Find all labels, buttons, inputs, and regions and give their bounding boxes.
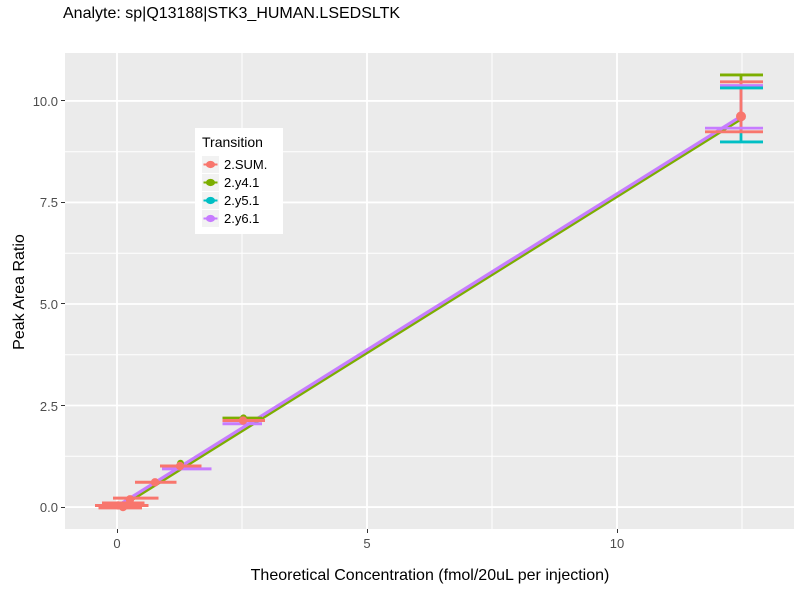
plot-canvas	[65, 53, 794, 529]
y-tick-mark	[61, 303, 65, 305]
legend-item: 2.y4.1	[202, 173, 283, 191]
y-tick-label: 10.0	[32, 93, 58, 109]
data-point	[238, 416, 248, 425]
y-tick-label: 5.0	[39, 296, 58, 312]
legend-item: 2.SUM.	[202, 155, 283, 173]
chart-title: Analyte: sp|Q13188|STK3_HUMAN.LSEDSLTK	[63, 5, 401, 22]
x-tick-mark	[116, 529, 118, 533]
data-point	[150, 478, 160, 487]
y-tick-label: 0.0	[39, 500, 58, 516]
x-tick-mark	[366, 529, 368, 533]
legend: Transition 2.SUM. 2.y4.1 2.y5.1 2.y6.1	[195, 128, 283, 234]
legend-item-label: 2.y5.1	[224, 192, 260, 208]
regression-line	[116, 115, 742, 508]
data-point	[175, 461, 185, 471]
x-tick-mark	[616, 529, 618, 533]
x-axis-title: Theoretical Concentration (fmol/20uL per…	[250, 567, 610, 584]
y-tick-mark	[61, 201, 65, 203]
y-tick-mark	[61, 100, 65, 102]
x-tick-label: 0	[113, 536, 121, 551]
point-errorbar-glyph-icon	[203, 214, 218, 222]
legend-item: 2.y5.1	[202, 191, 283, 209]
legend-key	[202, 155, 219, 173]
y-tick-label: 2.5	[39, 398, 58, 414]
y-tick-label: 7.5	[39, 195, 58, 211]
x-tick-label: 10	[609, 536, 625, 551]
legend-key	[202, 173, 219, 191]
plot-panel: Transition 2.SUM. 2.y4.1 2.y5.1 2.y6.1	[65, 53, 794, 529]
legend-items: 2.SUM. 2.y4.1 2.y5.1 2.y6.1	[202, 155, 283, 227]
data-point	[125, 495, 135, 504]
data-point-top	[736, 111, 746, 122]
legend-item-label: 2.y4.1	[224, 174, 260, 190]
data-point	[118, 502, 128, 512]
y-tick-mark	[61, 506, 65, 508]
point-errorbar-glyph-icon	[203, 196, 218, 204]
legend-title: Transition	[202, 134, 263, 150]
legend-key	[202, 191, 219, 209]
y-tick-mark	[61, 405, 65, 407]
legend-item: 2.y6.1	[202, 209, 283, 227]
regression-line	[116, 115, 744, 510]
point-errorbar-glyph-icon	[203, 160, 218, 168]
x-tick-label: 5	[363, 536, 371, 551]
legend-item-label: 2.SUM.	[224, 156, 268, 172]
legend-key	[202, 209, 219, 227]
legend-item-label: 2.y6.1	[224, 210, 260, 226]
y-axis-title: Peak Area Ratio	[11, 234, 28, 350]
point-errorbar-glyph-icon	[203, 178, 218, 186]
